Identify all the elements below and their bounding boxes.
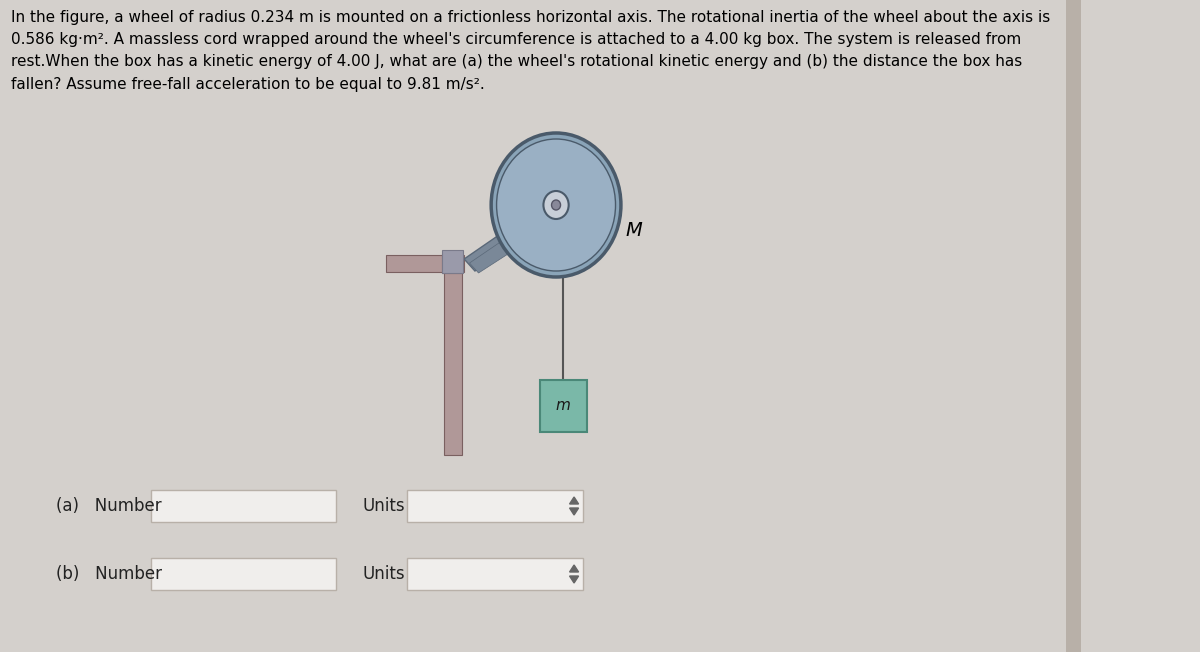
Bar (151, 490, 336, 522)
Circle shape (544, 191, 569, 219)
Text: Units: Units (362, 565, 404, 583)
Circle shape (552, 200, 560, 210)
Circle shape (491, 133, 620, 277)
Polygon shape (570, 508, 578, 515)
Polygon shape (570, 565, 578, 572)
Circle shape (497, 139, 616, 271)
Bar (442, 250, 463, 273)
Polygon shape (570, 576, 578, 583)
Polygon shape (464, 205, 552, 271)
Bar (407, 558, 583, 590)
Polygon shape (570, 497, 578, 504)
Text: m: m (556, 398, 571, 413)
Bar (407, 490, 583, 522)
Bar (540, 380, 587, 432)
Text: In the figure, a wheel of radius 0.234 m is mounted on a frictionless horizontal: In the figure, a wheel of radius 0.234 m… (11, 10, 1050, 91)
Bar (443, 254, 462, 273)
Text: Units: Units (362, 497, 404, 515)
Bar (385, 255, 464, 272)
Bar (1066, 0, 1081, 652)
Bar (444, 268, 462, 455)
Text: (b)   Number: (b) Number (56, 565, 162, 583)
Text: M: M (625, 220, 642, 239)
Polygon shape (469, 209, 556, 273)
Text: (a)   Number: (a) Number (56, 497, 162, 515)
Bar (151, 558, 336, 590)
